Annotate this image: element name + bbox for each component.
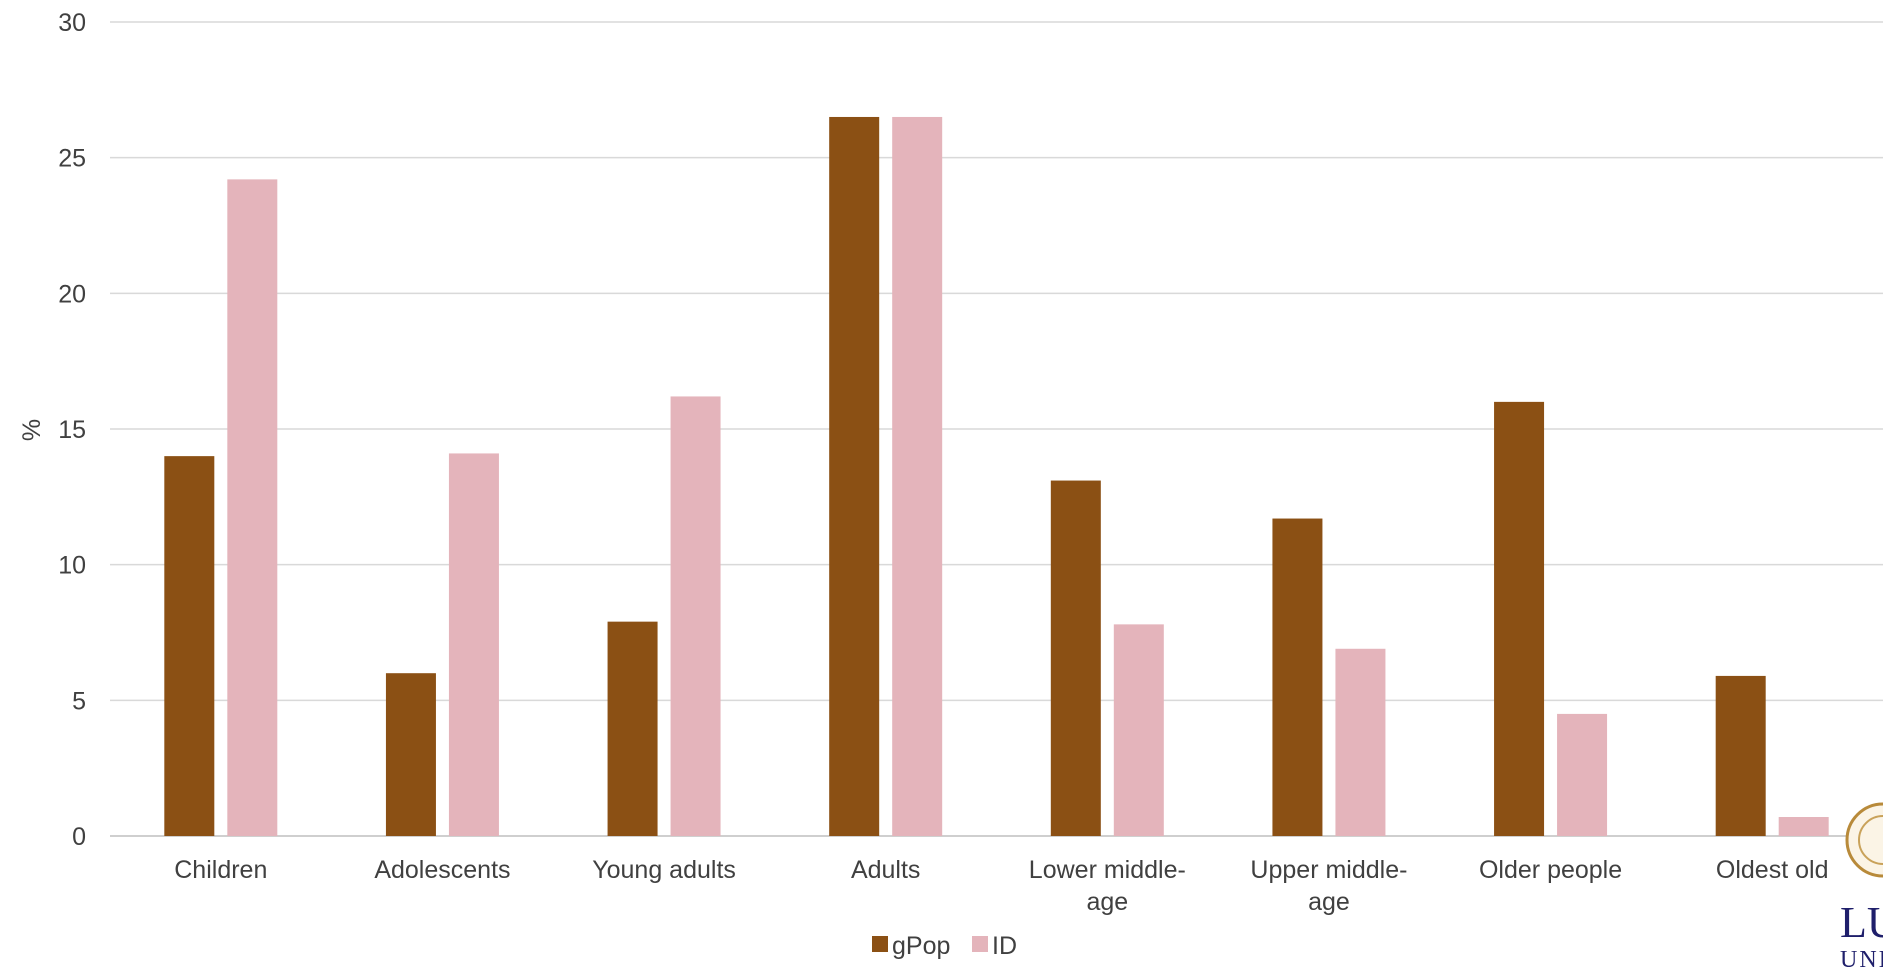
university-logo: LU UNI [1840,802,1883,972]
bar-id [670,396,721,836]
logo-wordmark: LU [1840,898,1883,947]
bar-id [448,453,499,836]
x-category-label: Adolescents [374,856,510,884]
x-axis-categories: Children Adolescents Young adults Adults Low… [174,856,1828,916]
y-tick-label: 30 [58,9,86,37]
y-tick-label: 25 [58,145,86,173]
y-tick-label: 10 [58,552,86,580]
gridlines [110,21,1883,837]
y-tick-label: 20 [58,280,86,308]
bar-id [892,116,943,836]
x-category-label: Young adults [592,856,736,884]
bars [164,116,1829,836]
y-axis-label: % [18,419,46,441]
bar-gpop [1494,401,1545,836]
bar-id [1335,648,1386,836]
bar-gpop [1715,675,1766,836]
legend-label-id: ID [992,932,1017,960]
legend: gPop ID [872,932,1017,960]
bar-id [227,179,278,836]
x-category-label: Children [174,856,267,884]
y-axis-ticks: 0 5 10 15 20 25 30 [58,9,86,851]
bar-gpop [829,116,880,836]
y-tick-label: 15 [58,416,86,444]
legend-label-gpop: gPop [892,932,950,960]
bar-gpop [164,456,215,836]
bar-id [1557,713,1608,836]
y-tick-label: 0 [72,823,86,851]
bar-gpop [385,673,436,836]
bar-id [1113,624,1164,836]
x-category-label: Adults [851,856,920,884]
x-category-label: Upper middle-age [1250,856,1407,916]
y-tick-label: 5 [72,687,86,715]
x-category-label: Oldest old [1716,856,1829,884]
x-category-label: Older people [1479,856,1622,884]
seal-inner-ring [1858,815,1883,865]
x-category-label: Lower middle-age [1029,856,1186,916]
bar-gpop [1272,518,1323,836]
seal-icon [1845,802,1883,878]
bar-gpop [607,621,658,836]
legend-swatch-gpop [872,936,888,952]
bar-gpop [1050,480,1101,836]
legend-swatch-id [972,936,988,952]
logo-subline: UNI [1840,947,1883,972]
bar-id [1778,817,1829,836]
